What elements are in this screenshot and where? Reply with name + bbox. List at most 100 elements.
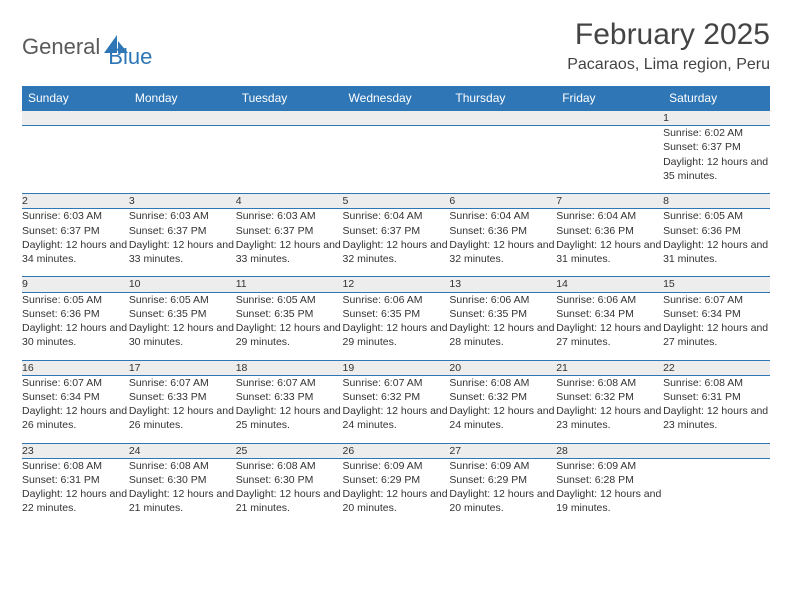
day-detail-cell: Sunrise: 6:07 AMSunset: 6:34 PMDaylight:… (22, 375, 129, 443)
sunset-text: Sunset: 6:37 PM (663, 140, 770, 154)
calendar-week-details: Sunrise: 6:08 AMSunset: 6:31 PMDaylight:… (22, 458, 770, 526)
day-number-cell: 26 (343, 443, 450, 458)
day-detail-cell: Sunrise: 6:08 AMSunset: 6:32 PMDaylight:… (556, 375, 663, 443)
calendar-week-daynums: 1 (22, 111, 770, 126)
daylight-text: Daylight: 12 hours and 30 minutes. (129, 321, 236, 349)
sunset-text: Sunset: 6:29 PM (343, 473, 450, 487)
page-title: February 2025 (567, 18, 770, 52)
sunset-text: Sunset: 6:37 PM (343, 224, 450, 238)
daylight-text: Daylight: 12 hours and 26 minutes. (129, 404, 236, 432)
sunrise-text: Sunrise: 6:08 AM (556, 376, 663, 390)
sunset-text: Sunset: 6:29 PM (449, 473, 556, 487)
day-number-cell: 24 (129, 443, 236, 458)
weekday-header: Wednesday (343, 86, 450, 111)
sunrise-text: Sunrise: 6:08 AM (129, 459, 236, 473)
sunset-text: Sunset: 6:34 PM (663, 307, 770, 321)
daylight-text: Daylight: 12 hours and 29 minutes. (236, 321, 343, 349)
day-number-cell: 17 (129, 360, 236, 375)
sunset-text: Sunset: 6:34 PM (556, 307, 663, 321)
day-detail-cell: Sunrise: 6:08 AMSunset: 6:30 PMDaylight:… (236, 458, 343, 526)
day-detail-cell: Sunrise: 6:04 AMSunset: 6:37 PMDaylight:… (343, 209, 450, 277)
sunset-text: Sunset: 6:33 PM (129, 390, 236, 404)
daylight-text: Daylight: 12 hours and 27 minutes. (556, 321, 663, 349)
sunrise-text: Sunrise: 6:05 AM (663, 209, 770, 223)
sunset-text: Sunset: 6:32 PM (343, 390, 450, 404)
calendar-header-row: SundayMondayTuesdayWednesdayThursdayFrid… (22, 86, 770, 111)
sunset-text: Sunset: 6:32 PM (449, 390, 556, 404)
daylight-text: Daylight: 12 hours and 29 minutes. (343, 321, 450, 349)
daylight-text: Daylight: 12 hours and 34 minutes. (22, 238, 129, 266)
daylight-text: Daylight: 12 hours and 23 minutes. (663, 404, 770, 432)
day-number-cell: 8 (663, 194, 770, 209)
day-number-cell: 18 (236, 360, 343, 375)
calendar-table: SundayMondayTuesdayWednesdayThursdayFrid… (22, 86, 770, 526)
day-number-cell: 28 (556, 443, 663, 458)
day-detail-cell (343, 126, 450, 194)
sunset-text: Sunset: 6:36 PM (663, 224, 770, 238)
day-detail-cell: Sunrise: 6:06 AMSunset: 6:35 PMDaylight:… (449, 292, 556, 360)
day-number-cell (22, 111, 129, 126)
sunrise-text: Sunrise: 6:04 AM (343, 209, 450, 223)
day-detail-cell: Sunrise: 6:09 AMSunset: 6:29 PMDaylight:… (343, 458, 450, 526)
day-detail-cell (556, 126, 663, 194)
sunset-text: Sunset: 6:31 PM (663, 390, 770, 404)
day-detail-cell: Sunrise: 6:08 AMSunset: 6:31 PMDaylight:… (663, 375, 770, 443)
day-detail-cell (449, 126, 556, 194)
sunset-text: Sunset: 6:36 PM (449, 224, 556, 238)
sunset-text: Sunset: 6:36 PM (22, 307, 129, 321)
day-detail-cell: Sunrise: 6:04 AMSunset: 6:36 PMDaylight:… (556, 209, 663, 277)
daylight-text: Daylight: 12 hours and 21 minutes. (129, 487, 236, 515)
daylight-text: Daylight: 12 hours and 20 minutes. (449, 487, 556, 515)
sunrise-text: Sunrise: 6:07 AM (663, 293, 770, 307)
day-number-cell: 25 (236, 443, 343, 458)
day-detail-cell: Sunrise: 6:08 AMSunset: 6:32 PMDaylight:… (449, 375, 556, 443)
weekday-header: Saturday (663, 86, 770, 111)
day-number-cell: 15 (663, 277, 770, 292)
calendar-week-daynums: 16171819202122 (22, 360, 770, 375)
daylight-text: Daylight: 12 hours and 27 minutes. (663, 321, 770, 349)
title-block: February 2025 Pacaraos, Lima region, Per… (567, 18, 770, 74)
sunset-text: Sunset: 6:34 PM (22, 390, 129, 404)
sunrise-text: Sunrise: 6:09 AM (343, 459, 450, 473)
day-number-cell: 1 (663, 111, 770, 126)
day-number-cell: 27 (449, 443, 556, 458)
day-number-cell: 9 (22, 277, 129, 292)
daylight-text: Daylight: 12 hours and 26 minutes. (22, 404, 129, 432)
header: General Blue February 2025 Pacaraos, Lim… (22, 18, 770, 74)
day-detail-cell: Sunrise: 6:05 AMSunset: 6:36 PMDaylight:… (663, 209, 770, 277)
day-number-cell: 23 (22, 443, 129, 458)
logo-text-blue: Blue (108, 44, 152, 70)
day-detail-cell (22, 126, 129, 194)
day-number-cell (449, 111, 556, 126)
sunrise-text: Sunrise: 6:07 AM (236, 376, 343, 390)
sunrise-text: Sunrise: 6:04 AM (556, 209, 663, 223)
day-number-cell: 14 (556, 277, 663, 292)
sunrise-text: Sunrise: 6:06 AM (343, 293, 450, 307)
day-detail-cell: Sunrise: 6:09 AMSunset: 6:28 PMDaylight:… (556, 458, 663, 526)
day-number-cell (236, 111, 343, 126)
day-detail-cell: Sunrise: 6:05 AMSunset: 6:36 PMDaylight:… (22, 292, 129, 360)
sunrise-text: Sunrise: 6:08 AM (236, 459, 343, 473)
sunset-text: Sunset: 6:28 PM (556, 473, 663, 487)
day-detail-cell: Sunrise: 6:03 AMSunset: 6:37 PMDaylight:… (22, 209, 129, 277)
day-number-cell: 16 (22, 360, 129, 375)
day-detail-cell: Sunrise: 6:07 AMSunset: 6:33 PMDaylight:… (236, 375, 343, 443)
sunrise-text: Sunrise: 6:03 AM (129, 209, 236, 223)
sunrise-text: Sunrise: 6:09 AM (449, 459, 556, 473)
sunset-text: Sunset: 6:30 PM (236, 473, 343, 487)
sunrise-text: Sunrise: 6:08 AM (449, 376, 556, 390)
sunset-text: Sunset: 6:35 PM (236, 307, 343, 321)
daylight-text: Daylight: 12 hours and 28 minutes. (449, 321, 556, 349)
sunrise-text: Sunrise: 6:05 AM (236, 293, 343, 307)
daylight-text: Daylight: 12 hours and 35 minutes. (663, 155, 770, 183)
calendar-week-details: Sunrise: 6:02 AMSunset: 6:37 PMDaylight:… (22, 126, 770, 194)
calendar-week-daynums: 9101112131415 (22, 277, 770, 292)
day-number-cell: 19 (343, 360, 450, 375)
daylight-text: Daylight: 12 hours and 23 minutes. (556, 404, 663, 432)
sunset-text: Sunset: 6:35 PM (343, 307, 450, 321)
daylight-text: Daylight: 12 hours and 31 minutes. (663, 238, 770, 266)
day-number-cell (129, 111, 236, 126)
daylight-text: Daylight: 12 hours and 30 minutes. (22, 321, 129, 349)
weekday-header: Monday (129, 86, 236, 111)
daylight-text: Daylight: 12 hours and 20 minutes. (343, 487, 450, 515)
